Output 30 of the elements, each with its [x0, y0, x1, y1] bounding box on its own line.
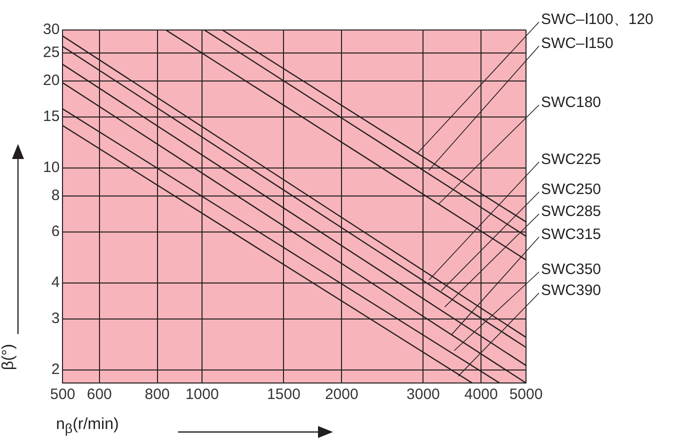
annotation: SWC–Ⅰ100、120	[541, 11, 654, 28]
y-tick-label: 3	[51, 310, 60, 328]
x-tick-label: 600	[86, 386, 112, 404]
y-tick-label: 6	[51, 223, 60, 240]
y-tick-label: 25	[42, 44, 60, 62]
annotation: SWC315	[541, 226, 602, 244]
annotation: SWC285	[541, 203, 602, 220]
y-axis-title: β(°)	[0, 344, 18, 370]
x-tick-label: 4000	[464, 386, 498, 404]
x-tick-label: 1000	[185, 386, 219, 404]
x-tick-label: 5000	[509, 386, 543, 404]
annotation: SWC390	[541, 282, 602, 300]
x-tick-label: 2000	[324, 386, 358, 404]
annotation: SWC250	[541, 181, 602, 198]
y-tick-label: 8	[51, 186, 60, 204]
annotation: SWC–Ⅰ150	[541, 35, 614, 52]
y-tick-label: 10	[42, 158, 60, 176]
y-tick-label: 15	[42, 108, 60, 126]
x-tick-label: 3000	[406, 386, 440, 404]
y-tick-label: 2	[51, 360, 60, 378]
x-tick-label: 500	[50, 386, 76, 404]
annotation: SWC225	[541, 151, 602, 168]
annotation: SWC180	[541, 94, 602, 112]
annotation: SWC350	[541, 261, 602, 278]
y-tick-label: 20	[42, 72, 60, 90]
x-tick-label: 800	[144, 386, 170, 404]
x-axis-title: n$_{β}$(r/min)	[56, 416, 119, 436]
y-tick-label: 30	[42, 21, 60, 38]
y-tick-label: 4	[51, 274, 60, 291]
x-tick-label: 1500	[267, 386, 300, 404]
